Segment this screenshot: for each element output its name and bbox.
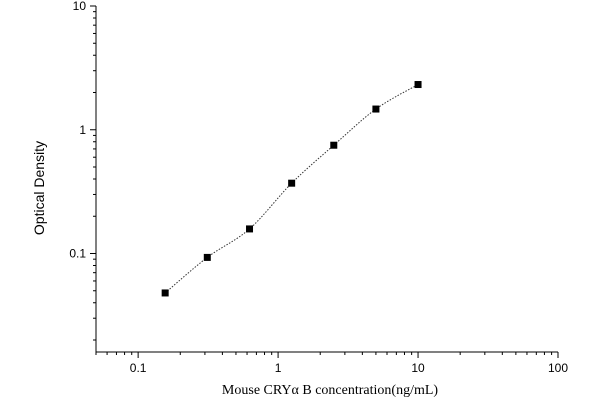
x-tick-label: 1 xyxy=(275,361,282,375)
y-axis-title: Optical Density xyxy=(31,141,47,235)
data-point xyxy=(246,225,254,233)
data-point xyxy=(203,253,211,261)
data-point xyxy=(414,81,422,89)
y-tick-label: 0.1 xyxy=(69,247,86,261)
y-tick-label: 10 xyxy=(73,0,87,13)
axes xyxy=(95,6,558,353)
x-tick-label: 10 xyxy=(411,361,425,375)
x-axis-title: Mouse CRYα B concentration(ng/mL) xyxy=(222,383,438,398)
data-point xyxy=(161,289,169,297)
ticks xyxy=(90,5,559,358)
data-point xyxy=(288,179,296,187)
y-tick-label: 1 xyxy=(79,123,86,137)
x-tick-label: 0.1 xyxy=(130,361,147,375)
fit-curve xyxy=(164,84,419,294)
x-tick-label: 100 xyxy=(548,361,568,375)
data-point xyxy=(372,105,380,113)
data-point xyxy=(330,141,338,149)
tick-labels: 0.1 1 10 100 0.1 1 10 xyxy=(69,0,568,375)
data-points xyxy=(161,81,422,297)
